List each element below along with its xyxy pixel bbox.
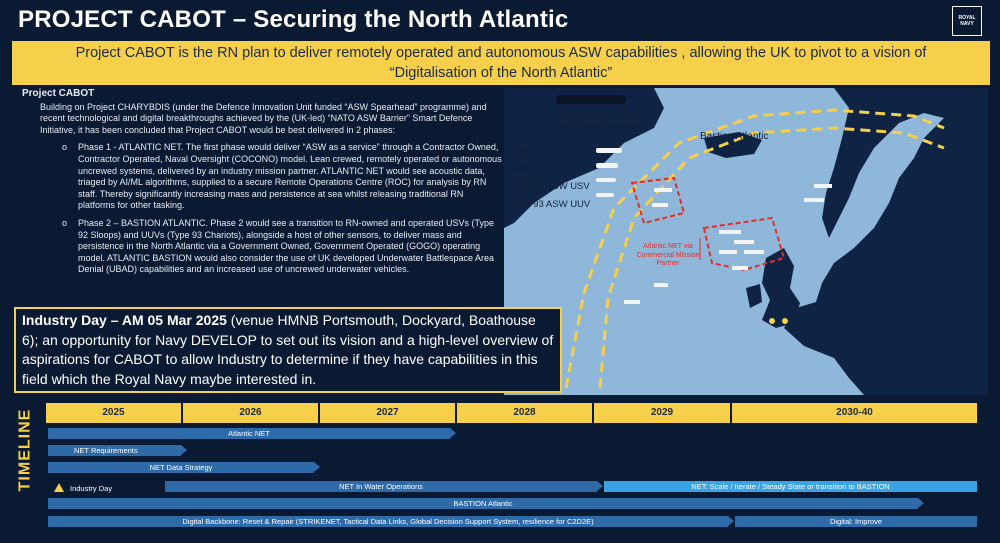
intro-bullet: Building on Project CHARYBDIS (under the… bbox=[22, 102, 502, 137]
industry-day-text: (venue HMNB Portsmouth, Dockyard, Boatho… bbox=[22, 312, 554, 387]
year-2029: 2029 bbox=[594, 403, 732, 423]
phase-1-text: Phase 1 - ATLANTIC NET. The first phase … bbox=[78, 142, 502, 211]
vessel-icons bbox=[596, 148, 832, 304]
ssbn-label: SSBN on patrol in an undisclosed locatio… bbox=[556, 110, 645, 132]
legend-type-92: Type 92 ASW USV bbox=[510, 181, 590, 192]
bastion-inner-boundary bbox=[564, 108, 945, 389]
project-description: Project CABOT Building on Project CHARYB… bbox=[22, 88, 502, 308]
map-graphic bbox=[504, 88, 988, 395]
industry-day-marker-icon bbox=[54, 483, 64, 492]
year-2025: 2025 bbox=[46, 403, 183, 423]
summary-banner: Project CABOT is the RN plan to deliver … bbox=[12, 41, 990, 85]
royal-navy-logo: ROYAL NAVY bbox=[952, 6, 982, 36]
legend-type-26: Type 26 bbox=[510, 145, 544, 156]
year-2027: 2027 bbox=[320, 403, 457, 423]
year-2030-40: 2030-40 bbox=[732, 403, 977, 423]
phase-1-item: o Phase 1 - ATLANTIC NET. The first phase… bbox=[62, 142, 502, 211]
logo-text-2: NAVY bbox=[960, 21, 974, 27]
uk-land bbox=[762, 248, 800, 328]
iceland-land bbox=[704, 132, 762, 158]
bar-net-data-strategy: NET Data Strategy bbox=[48, 462, 320, 473]
page-title: PROJECT CABOT – Securing the North Atlan… bbox=[18, 6, 569, 33]
legend-type-93: Type 93 ASW UUV bbox=[510, 199, 591, 210]
atlantic-net-zone-1 bbox=[630, 176, 686, 225]
ireland-land bbox=[746, 284, 762, 308]
industry-day-heading: Industry Day – AM 05 Mar 2025 bbox=[22, 312, 227, 328]
greenland-land bbox=[504, 88, 664, 228]
port-marker-2 bbox=[782, 318, 788, 324]
bastion-label: Bastion Atlantic bbox=[700, 131, 769, 142]
phase-2-item: o Phase 2 – BASTION ATLANTIC. Phase 2 wou… bbox=[62, 217, 495, 275]
logo-text-1: ROYAL bbox=[958, 15, 976, 21]
timeline-label: TIMELINE bbox=[12, 405, 42, 500]
banner-line-2: “Digitalisation of the North Atlantic” bbox=[389, 65, 613, 81]
ssbn-icon bbox=[556, 95, 626, 104]
phase-2-text: Phase 2 – BASTION ATLANTIC. Phase 2 woul… bbox=[78, 217, 495, 275]
bar-digital-improve: Digital: Improve bbox=[735, 516, 977, 527]
legend-ssn: SSN bbox=[510, 164, 530, 175]
timeline-years: 2025 2026 2027 2028 2029 2030-40 bbox=[46, 403, 977, 423]
panel-heading: Project CABOT bbox=[22, 88, 95, 99]
bar-net-in-water: NET In Water Operations bbox=[165, 481, 603, 492]
industry-day-marker-label: Industry Day bbox=[70, 484, 113, 493]
timeline-text: TIMELINE bbox=[16, 408, 34, 492]
bastion-boundary bbox=[598, 126, 945, 389]
bar-net-scale: NET: Scale / Iterate / Steady State or t… bbox=[604, 481, 977, 492]
bar-bastion-atlantic: BASTION Atlantic bbox=[48, 498, 924, 509]
year-2028: 2028 bbox=[457, 403, 594, 423]
bar-digital-backbone: Digital Backbone: Reset & Repair (STRIKE… bbox=[48, 516, 734, 527]
europe-land bbox=[784, 88, 988, 395]
industry-day-callout: Industry Day – AM 05 Mar 2025 (venue HMN… bbox=[14, 307, 562, 393]
bar-atlantic-net: Atlantic NET bbox=[48, 428, 456, 439]
port-marker-1 bbox=[769, 318, 775, 324]
atlantic-net-label: Atlantic NET via Commercial Mission Part… bbox=[636, 243, 700, 267]
bar-net-requirements: NET Requirements bbox=[48, 445, 187, 456]
banner-line-1: Project CABOT is the RN plan to deliver … bbox=[75, 45, 927, 61]
year-2026: 2026 bbox=[183, 403, 320, 423]
atlantic-net-zone-2 bbox=[702, 216, 786, 272]
north-atlantic-map: SSBN on patrol in an undisclosed locatio… bbox=[504, 88, 988, 395]
